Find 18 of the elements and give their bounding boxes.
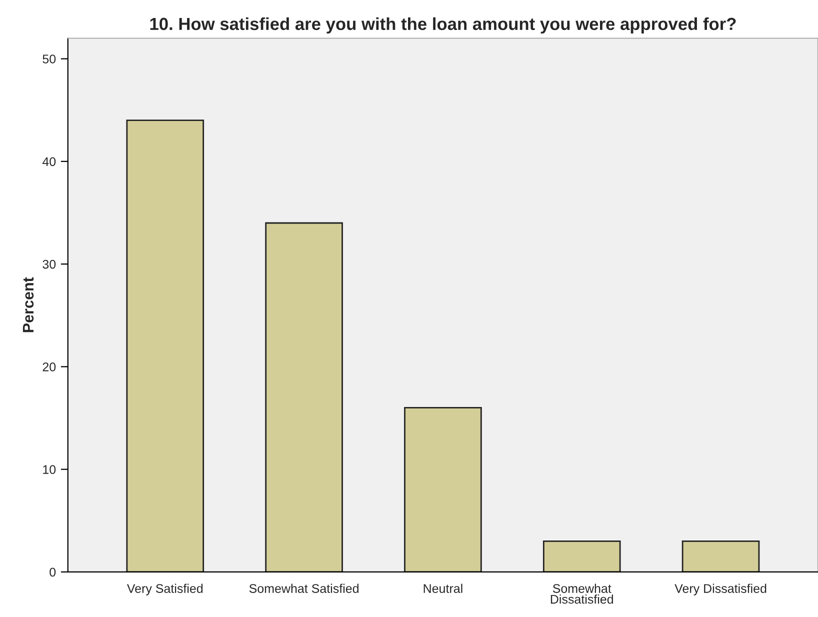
- y-axis-title: Percent: [22, 277, 34, 332]
- chart-title: 10. How satisfied are you with the loan amount you were approved for?: [150, 17, 736, 34]
- bar: [682, 540, 760, 572]
- bar: [404, 407, 482, 572]
- y-tick-label: 50: [42, 54, 56, 64]
- y-tick-label: 10: [43, 465, 56, 474]
- x-tick-label: Neutral: [424, 584, 462, 593]
- y-tick-label: 30: [42, 260, 56, 269]
- y-tick-label: 20: [42, 362, 56, 372]
- bar: [265, 222, 343, 572]
- bar: [542, 540, 621, 572]
- x-tick-label: Very Satisfied: [126, 584, 203, 596]
- x-tick-label: Somewhat Satisfied: [249, 584, 358, 593]
- y-tick-label: 40: [42, 157, 56, 166]
- x-tick-label: Somewhat Dissatisfied: [550, 584, 614, 604]
- bar: [126, 120, 204, 572]
- y-tick-label: 0: [50, 568, 56, 577]
- x-tick-label: Very Dissatisfied: [674, 584, 766, 596]
